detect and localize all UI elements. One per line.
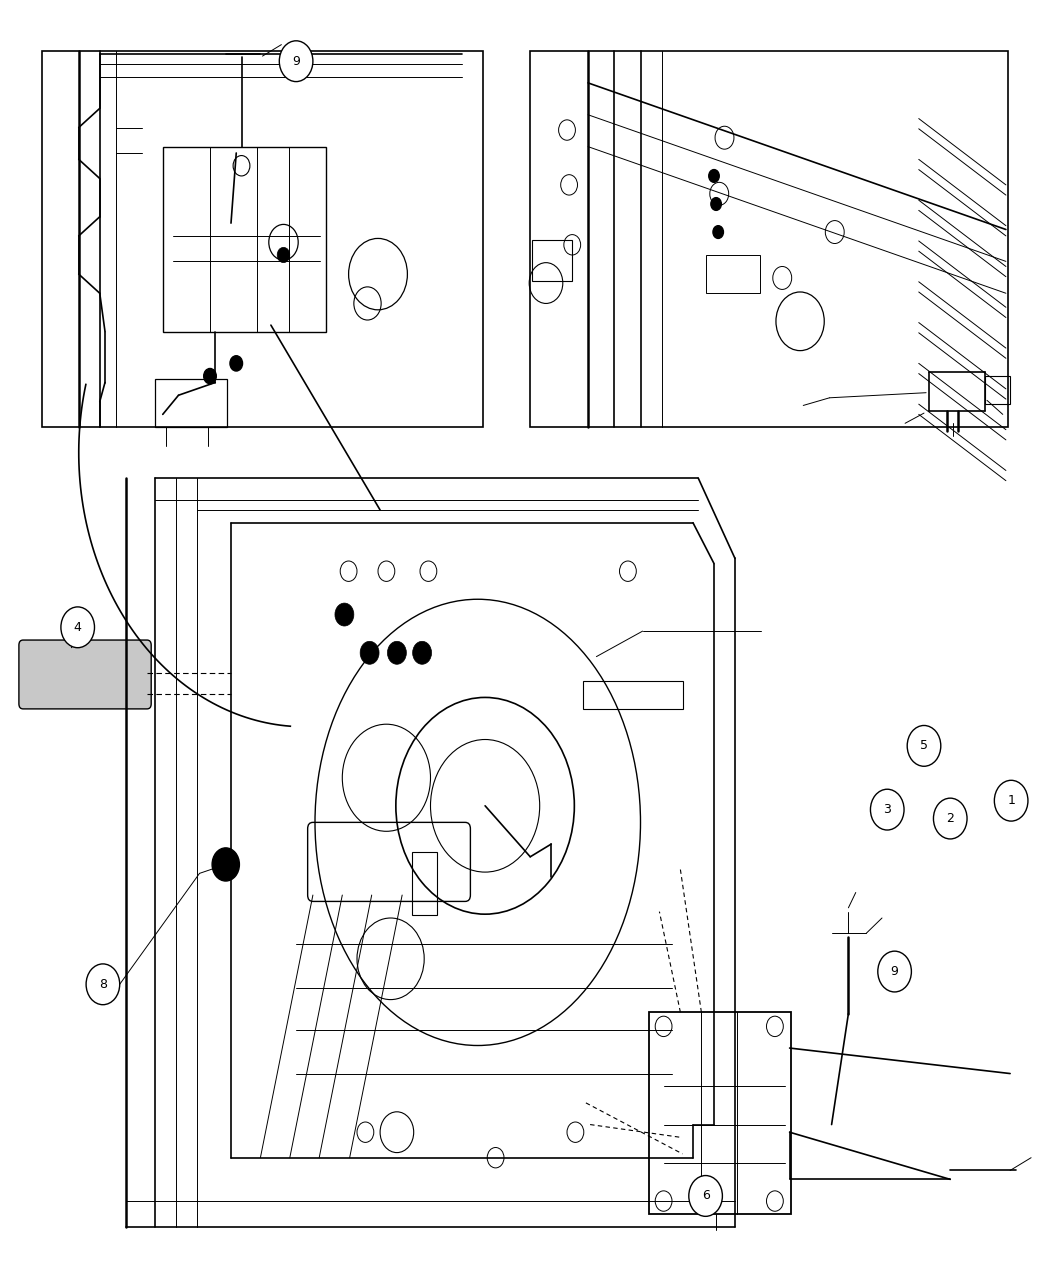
Circle shape <box>204 368 216 384</box>
Circle shape <box>413 641 432 664</box>
Circle shape <box>933 798 967 839</box>
Circle shape <box>360 641 379 664</box>
Circle shape <box>870 789 904 830</box>
Circle shape <box>86 964 120 1005</box>
Circle shape <box>335 603 354 626</box>
Circle shape <box>907 725 941 766</box>
Circle shape <box>709 170 719 182</box>
Text: 5: 5 <box>920 740 928 752</box>
Circle shape <box>711 198 721 210</box>
Bar <box>649 1012 791 1214</box>
Bar <box>155 379 227 427</box>
Bar <box>163 147 326 332</box>
Text: 3: 3 <box>883 803 891 816</box>
Text: 9: 9 <box>292 55 300 68</box>
Text: 4: 4 <box>74 621 82 634</box>
Text: 9: 9 <box>890 965 899 978</box>
Circle shape <box>387 641 406 664</box>
Text: 8: 8 <box>99 978 107 991</box>
Bar <box>706 255 760 293</box>
Bar <box>532 240 572 280</box>
Bar <box>583 681 682 709</box>
Circle shape <box>994 780 1028 821</box>
Text: 6: 6 <box>701 1190 710 1202</box>
Circle shape <box>878 951 911 992</box>
Bar <box>42 51 483 427</box>
FancyBboxPatch shape <box>19 640 151 709</box>
Bar <box>530 51 1008 427</box>
Circle shape <box>212 848 239 881</box>
Circle shape <box>61 607 94 648</box>
Text: 1: 1 <box>1007 794 1015 807</box>
Bar <box>412 852 437 915</box>
Circle shape <box>230 356 243 371</box>
Circle shape <box>713 226 723 238</box>
Circle shape <box>689 1176 722 1216</box>
Text: 2: 2 <box>946 812 954 825</box>
Circle shape <box>279 41 313 82</box>
Circle shape <box>277 247 290 263</box>
Bar <box>985 376 1010 404</box>
